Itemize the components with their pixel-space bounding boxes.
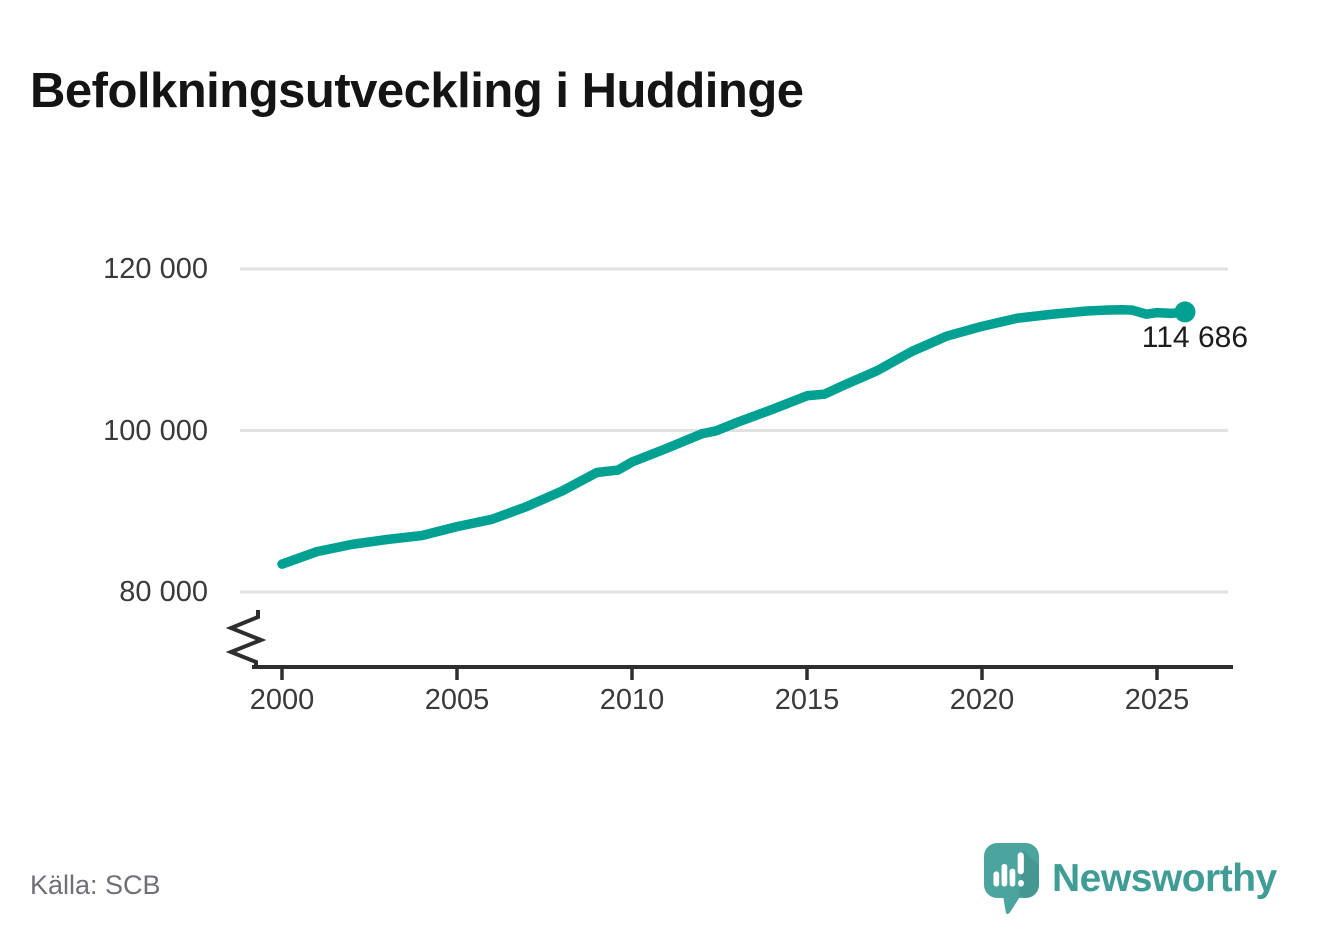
y-tick-label: 80 000 xyxy=(119,576,208,608)
logo-bar-1 xyxy=(993,871,1000,887)
speech-bubble-tail xyxy=(1002,895,1021,915)
logo-bar-2 xyxy=(1001,863,1008,887)
source-label: Källa: SCB xyxy=(30,870,161,900)
axis-break-icon xyxy=(225,610,267,667)
x-tick-label: 2005 xyxy=(424,684,490,716)
logo-bar-3 xyxy=(1009,868,1016,887)
x-tick-label: 2015 xyxy=(774,684,840,716)
newsworthy-logo-text: Newsworthy xyxy=(1052,857,1277,900)
x-tick-label: 2000 xyxy=(249,684,315,716)
series-lines xyxy=(277,301,1196,569)
newsworthy-logo-icon xyxy=(983,842,1040,915)
logo-exclamation-bar xyxy=(1017,852,1024,875)
x-axis-ticks xyxy=(280,667,1159,680)
x-tick-label: 2020 xyxy=(949,684,1015,716)
chart-title: Befolkningsutveckling i Huddinge xyxy=(30,63,804,118)
newsworthy-logo: Newsworthy xyxy=(983,842,1277,916)
y-tick-label: 100 000 xyxy=(103,414,208,447)
x-tick-label: 2025 xyxy=(1124,684,1190,716)
x-tick-label: 2010 xyxy=(599,684,665,716)
logo-exclamation-dot xyxy=(1018,879,1024,887)
population-line xyxy=(277,305,1190,569)
gridlines xyxy=(240,267,1228,594)
y-tick-label: 120 000 xyxy=(103,253,208,285)
end-point-marker xyxy=(1174,301,1196,323)
end-value-label: 114 686 xyxy=(1141,320,1248,354)
